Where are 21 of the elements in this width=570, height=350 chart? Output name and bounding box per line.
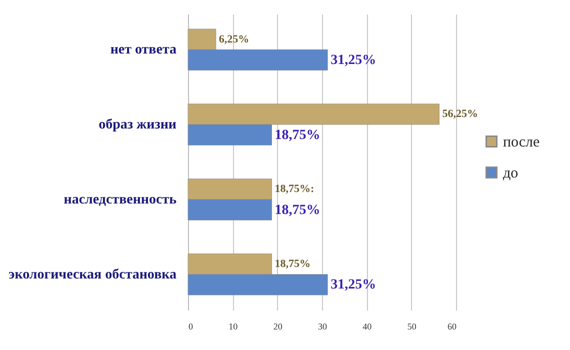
x-tick-label: 30: [318, 322, 328, 332]
x-tick-label: 50: [407, 322, 417, 332]
x-tick-label: 60: [448, 322, 457, 332]
data-label: 18,75%:: [274, 183, 314, 196]
legend-label: до: [503, 166, 518, 182]
x-tick-label: 40: [362, 322, 372, 332]
data-label: 18,75%: [274, 202, 320, 218]
y-tick-label: нет ответа: [110, 42, 176, 58]
data-label: 31,25%: [330, 278, 376, 293]
data-label: 56,25%: [442, 108, 478, 120]
x-tick-label: 10: [228, 322, 238, 332]
legend-label: после: [503, 134, 540, 150]
data-label: 6,25%: [218, 33, 250, 46]
data-label: 18,75%: [274, 258, 310, 270]
y-tick-label: экологическая обстановка: [8, 267, 176, 282]
y-tick-label: наследственность: [64, 192, 178, 208]
y-tick-label: образ жизни: [98, 118, 176, 133]
x-tick-label: 0: [188, 322, 194, 332]
data-label: 18,75%: [274, 128, 320, 143]
data-label: 31,25%: [330, 52, 376, 68]
x-tick-label: 20: [273, 322, 283, 332]
